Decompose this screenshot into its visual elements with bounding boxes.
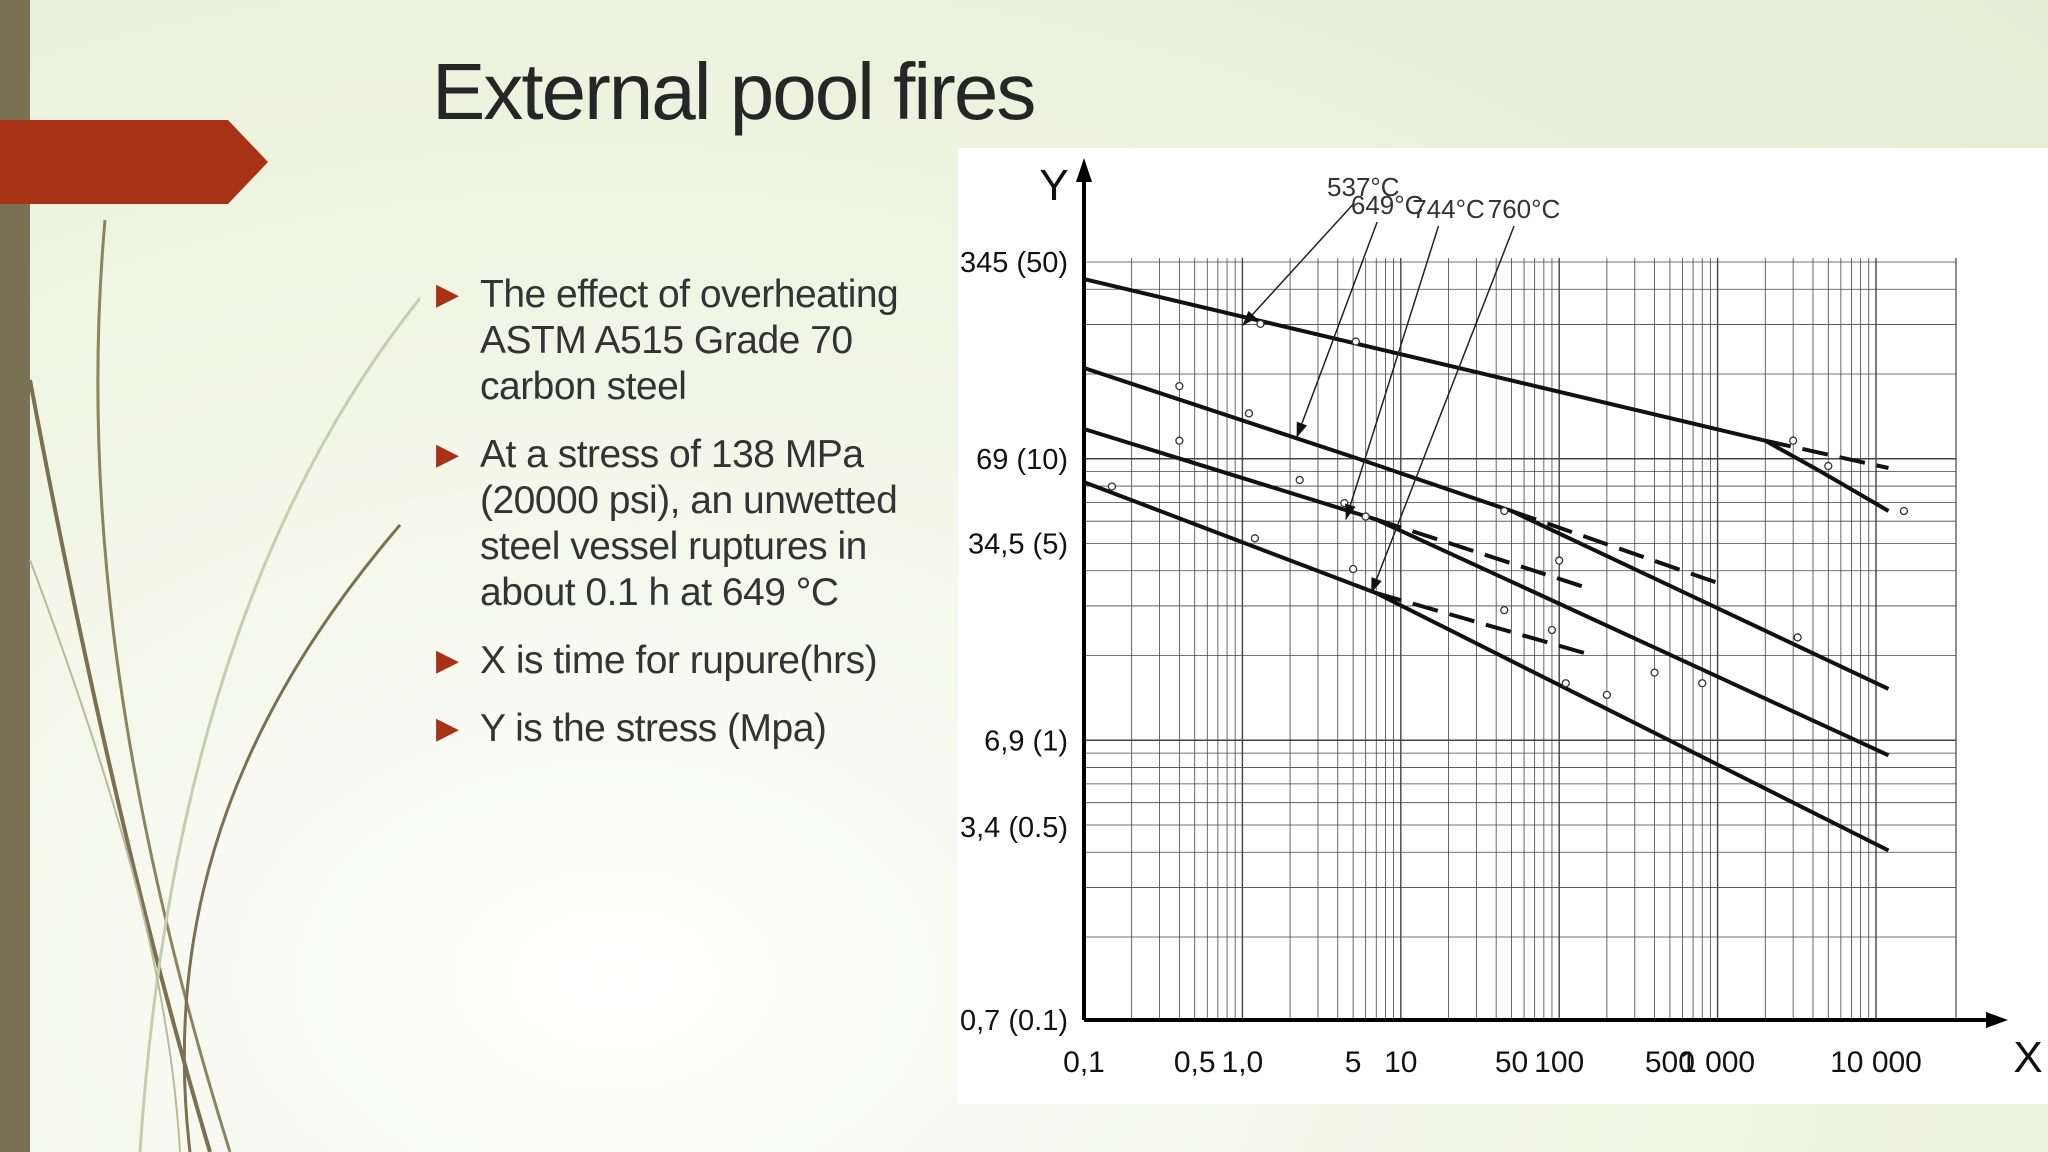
data-point (1175, 381, 1184, 391)
series-line-537c (1083, 277, 1890, 513)
x-tick-label: 5 (1345, 1046, 1362, 1079)
x-tick-label: 100 (1534, 1046, 1584, 1079)
bullet-list: ▶ The effect of overheating ASTM A515 Gra… (432, 272, 932, 774)
bullet-text: The effect of overheating ASTM A515 Grad… (480, 273, 899, 408)
temperature-label: 537°C (1327, 172, 1400, 202)
temperature-label: 760°C (1488, 194, 1561, 224)
y-tick-label: 34,5 (5) (968, 528, 1068, 560)
data-point (1561, 679, 1570, 688)
bullet-item: ▶ The effect of overheating ASTM A515 Gra… (432, 272, 932, 410)
data-point (1351, 337, 1360, 346)
data-point (1602, 690, 1612, 700)
data-point (1107, 482, 1117, 491)
x-tick-label: 50 (1495, 1046, 1528, 1079)
temperature-label: 744°C (1412, 194, 1485, 224)
data-point (1361, 512, 1370, 521)
bullet-text: X is time for rupure(hrs) (480, 639, 878, 682)
y-tick-label: 69 (10) (976, 444, 1068, 476)
bullet-text: At a stress of 138 MPa (20000 psi), an u… (480, 433, 898, 614)
y-axis-title: Y (1039, 161, 1068, 210)
bullet-text: Y is the stress (Mpa) (480, 707, 827, 750)
leader-line (1241, 203, 1354, 327)
y-tick-label: 6,9 (1) (984, 725, 1068, 757)
data-point (1256, 319, 1265, 329)
y-axis-arrow-icon (1076, 158, 1092, 182)
series-line-744c (1083, 427, 1890, 758)
data-point (1547, 625, 1557, 635)
data-point (1250, 534, 1260, 543)
data-point (1500, 606, 1509, 615)
x-tick-label: 500 (1645, 1046, 1695, 1079)
bullet-arrow-icon: ▶ (436, 438, 459, 471)
data-point (1824, 461, 1833, 471)
chart-series (1083, 277, 1890, 853)
decorative-curves (28, 219, 420, 1152)
data-point (1899, 506, 1909, 516)
leader-arrow-icon (1296, 421, 1308, 438)
leader-arrow-icon (1242, 310, 1257, 326)
bullet-item: ▶ At a stress of 138 MPa (20000 psi), an … (432, 432, 932, 616)
page-title: External pool fires (432, 47, 1036, 136)
chart-grid (1083, 258, 1957, 1020)
leader-line (1370, 225, 1515, 594)
data-point (1348, 564, 1358, 574)
bullet-arrow-icon: ▶ (436, 712, 459, 745)
x-tick-label: 10 (1384, 1046, 1417, 1079)
leader-line (1345, 225, 1440, 520)
data-point (1650, 668, 1659, 677)
series-line-537c-dashed (1764, 438, 1889, 470)
series-line-760c (1083, 480, 1890, 853)
leader-arrow-icon (1371, 577, 1382, 594)
data-point (1295, 475, 1304, 485)
data-point (1789, 436, 1798, 445)
data-point (1175, 436, 1184, 445)
x-tick-label: 0,5 (1174, 1046, 1216, 1079)
data-point (1793, 633, 1802, 642)
data-point (1555, 556, 1564, 565)
series-line-649c (1083, 366, 1890, 691)
x-tick-label: 1 000 (1680, 1046, 1755, 1079)
data-point (1244, 409, 1254, 418)
bullet-item: ▶ X is time for rupure(hrs) (432, 638, 932, 684)
leader-line (1295, 221, 1378, 438)
x-tick-label: 0,1 (1063, 1046, 1105, 1079)
temperature-label: 649°C (1351, 190, 1424, 220)
bullet-arrow-icon: ▶ (436, 278, 459, 311)
x-axis-arrow-icon (1986, 1012, 2008, 1028)
y-tick-label: 0,7 (0.1) (960, 1005, 1068, 1037)
data-point (1500, 506, 1509, 516)
x-tick-label: 10 000 (1830, 1046, 1922, 1079)
y-tick-label: 345 (50) (960, 247, 1068, 279)
title-accent-arrow (0, 120, 268, 204)
bullet-item: ▶ Y is the stress (Mpa) (432, 706, 932, 752)
data-point (1698, 679, 1707, 688)
x-axis-title: X (2013, 1033, 2042, 1082)
bullet-arrow-icon: ▶ (436, 644, 459, 677)
leader-arrow-icon (1345, 503, 1356, 520)
x-tick-label: 1,0 (1222, 1046, 1264, 1079)
y-tick-label: 3,4 (0.5) (960, 812, 1068, 844)
chart-panel: X Y 0,1 0,5 1,0 5 10 50 100 500 1 000 10 000 345 (50… (958, 148, 2048, 1104)
